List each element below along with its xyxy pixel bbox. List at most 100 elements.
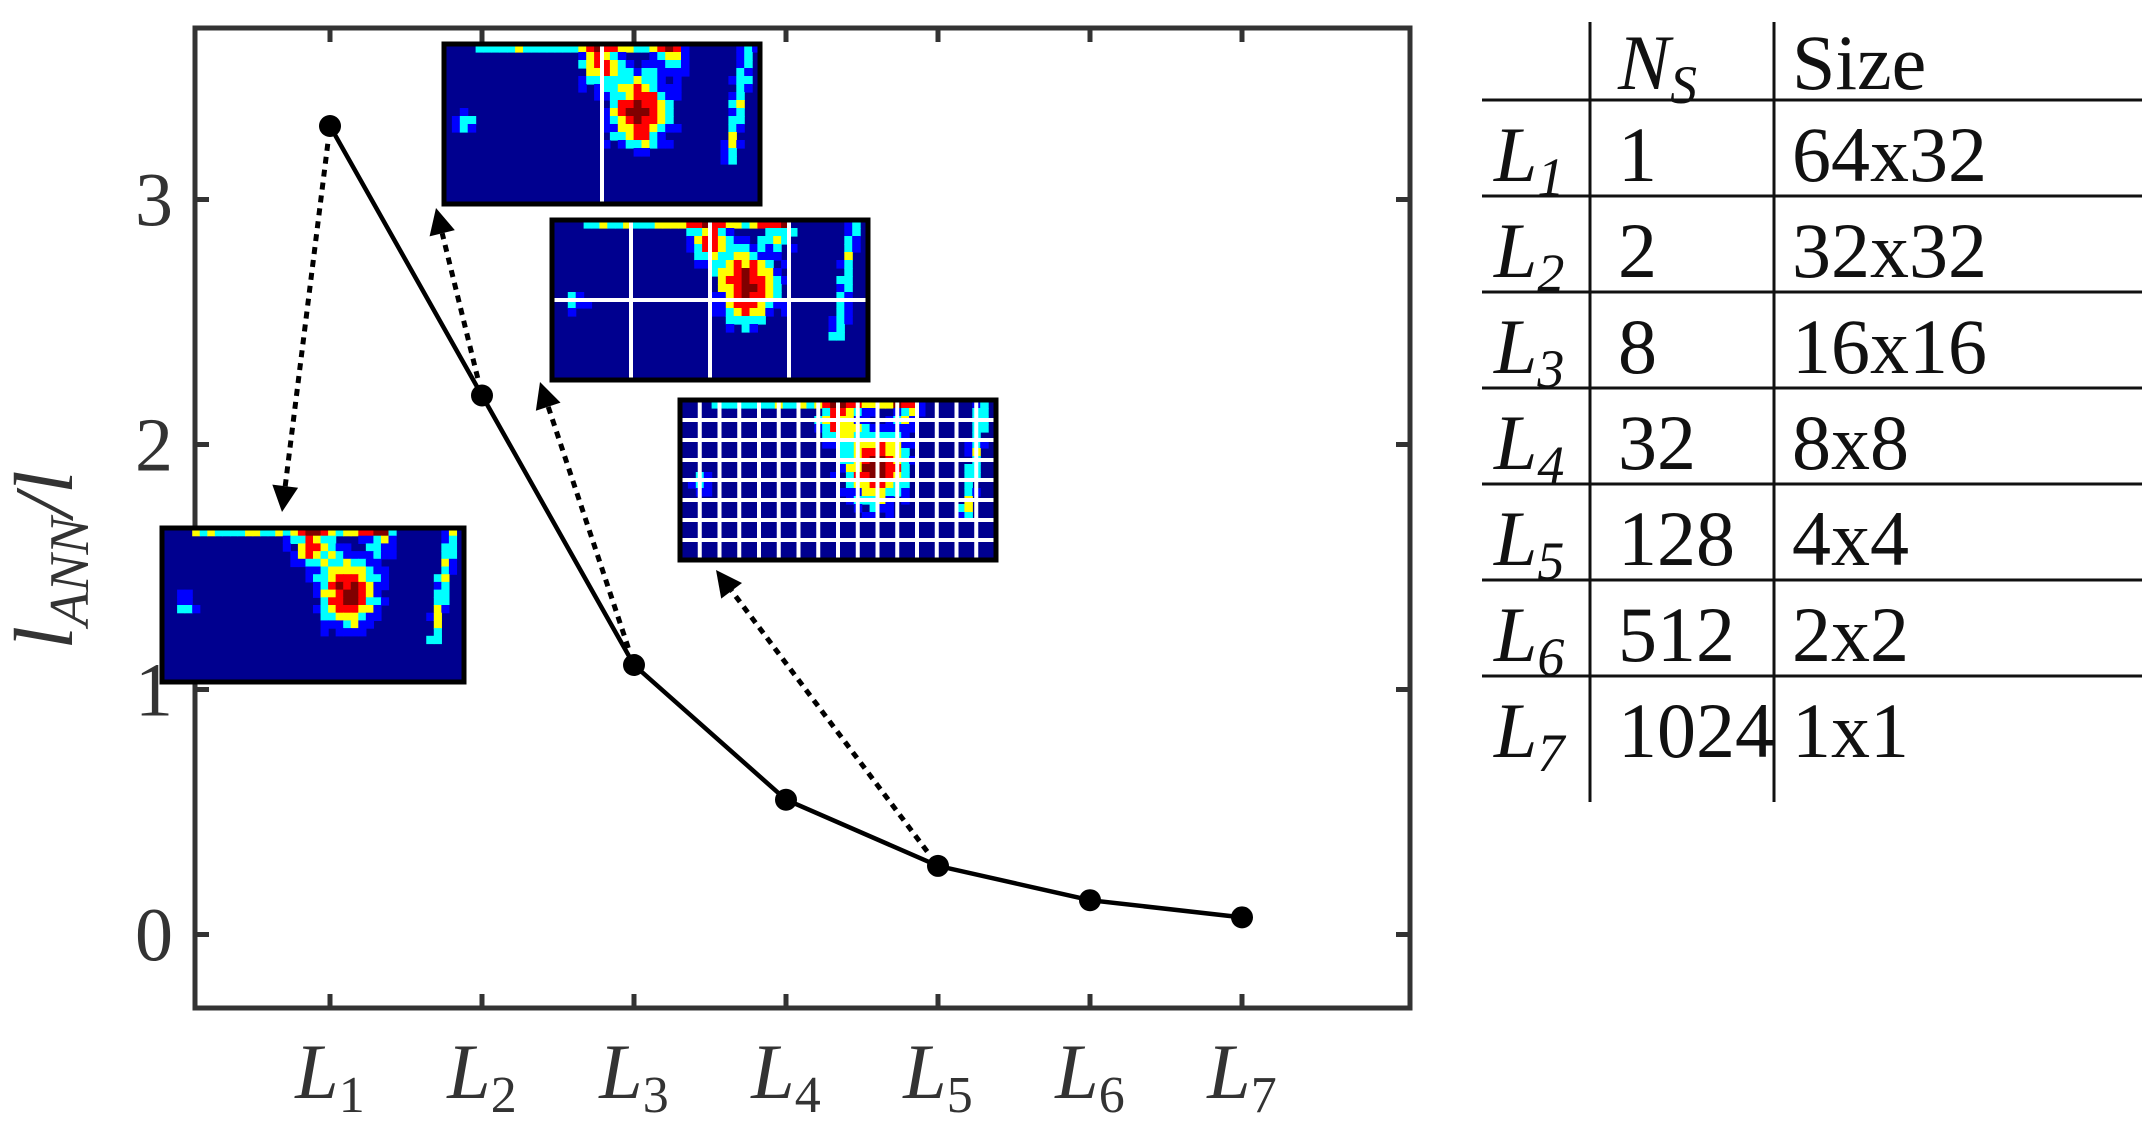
inset-pixel xyxy=(733,252,743,261)
inset-pixel xyxy=(673,84,682,93)
inset-pixel xyxy=(869,488,879,497)
inset-pixel xyxy=(657,132,666,141)
inset-pixel xyxy=(602,44,611,53)
inset-pixel xyxy=(365,528,374,537)
inset-pixel xyxy=(901,408,910,417)
inset-pixel xyxy=(649,116,658,125)
inset-pixel xyxy=(844,236,853,245)
inset-pixel xyxy=(673,44,682,53)
inset-pixel xyxy=(335,574,344,583)
inset-pixel xyxy=(641,92,650,101)
inset-pixel xyxy=(594,76,603,85)
inset-pixel xyxy=(617,140,627,149)
inset-pixel xyxy=(633,140,643,149)
inset-pixel xyxy=(602,108,611,117)
inset-pixel xyxy=(373,581,382,591)
inset-pixel xyxy=(733,220,743,229)
inset-pixel xyxy=(290,558,299,568)
inset-pixel xyxy=(885,400,894,409)
inset-pixel xyxy=(673,60,682,69)
inset-pixel xyxy=(845,480,855,489)
inset-pixel xyxy=(388,535,397,544)
x-tick-label: L1 xyxy=(294,1028,364,1124)
inset-pixel xyxy=(523,44,532,53)
inset-pixel xyxy=(673,124,682,133)
inset-pixel xyxy=(901,424,910,433)
inset-pixel xyxy=(852,244,861,253)
inset-pixel xyxy=(877,424,886,433)
inset-frame xyxy=(549,217,871,383)
inset-pixel xyxy=(350,589,359,598)
inset-pixel xyxy=(641,84,650,93)
inset-pixel xyxy=(749,268,758,277)
inset-pixel xyxy=(673,68,682,77)
inset-pixel xyxy=(380,528,390,537)
inset-pixel xyxy=(583,220,593,229)
inset-pixel xyxy=(297,558,307,568)
inset-pixel xyxy=(633,148,643,157)
inset-pixel xyxy=(717,244,727,253)
inset-pixel xyxy=(710,228,719,237)
inset-pixel xyxy=(649,124,658,133)
inset-pixel xyxy=(710,260,719,269)
inset-pixel xyxy=(694,260,703,269)
inset-pixel xyxy=(365,620,374,629)
inset-pixel xyxy=(845,400,855,409)
inset-pixel xyxy=(673,92,682,101)
inset-pixel xyxy=(365,543,374,552)
inset-pixel xyxy=(694,244,703,253)
inset-pixel xyxy=(710,308,719,317)
inset-pixel xyxy=(609,68,619,77)
inset-pixel xyxy=(633,84,643,93)
inset-pixel xyxy=(736,124,745,133)
inset-pixel xyxy=(844,308,853,317)
inset-heatmap-l1 xyxy=(159,525,467,685)
inset-pixel xyxy=(184,597,193,606)
inset-pixel xyxy=(964,488,973,497)
inset-pixel xyxy=(335,620,344,629)
inset-pixel xyxy=(869,432,879,441)
inset-pixel xyxy=(358,620,367,629)
inset-pixel xyxy=(773,220,782,229)
inset-pixel xyxy=(885,432,894,441)
inset-pixel xyxy=(320,589,329,598)
chart-insets xyxy=(159,41,999,685)
inset-pixel xyxy=(980,440,989,449)
x-tick-label: L2 xyxy=(446,1028,516,1124)
inset-pixel xyxy=(335,612,344,621)
inset-pixel xyxy=(441,589,450,598)
inset-pixel xyxy=(725,244,735,253)
inset-pixel xyxy=(741,220,751,229)
inset-pixel xyxy=(901,400,910,409)
inset-pixel xyxy=(358,628,367,637)
inset-pixel xyxy=(744,44,753,53)
inset-pixel xyxy=(727,400,736,409)
inset-pixel xyxy=(335,597,344,606)
x-tick-label: L5 xyxy=(902,1028,972,1124)
inset-pixel xyxy=(757,260,766,269)
inset-pixel xyxy=(320,597,329,606)
inset-pixel xyxy=(320,566,329,575)
levels-table: NS Size L1 1 64x32 L2 2 32x32 L3 8 16x16 L4 32 8x8 L5 1… xyxy=(1482,22,2142,1042)
inset-pixel xyxy=(649,140,658,149)
inset-pixel xyxy=(885,448,894,457)
inset-pixel xyxy=(670,220,679,229)
table-row-ns: 1 xyxy=(1618,111,1657,198)
inset-pixel xyxy=(617,76,627,85)
inset-pixel xyxy=(845,472,855,481)
inset-pixel xyxy=(956,504,965,513)
arrow-l5-shaft xyxy=(729,589,930,854)
inset-pixel xyxy=(752,44,761,53)
inset-pixel xyxy=(451,124,461,133)
inset-pixel xyxy=(901,488,910,497)
inset-pixel xyxy=(388,528,397,537)
inset-pixel xyxy=(433,605,442,614)
inset-pixel xyxy=(199,528,208,537)
inset-pixel xyxy=(586,68,595,77)
inset-pixel xyxy=(649,76,658,85)
data-point-l3 xyxy=(623,654,645,676)
inset-pixel xyxy=(441,528,450,537)
inset-pixel xyxy=(602,84,611,93)
inset-pixel xyxy=(343,589,352,598)
